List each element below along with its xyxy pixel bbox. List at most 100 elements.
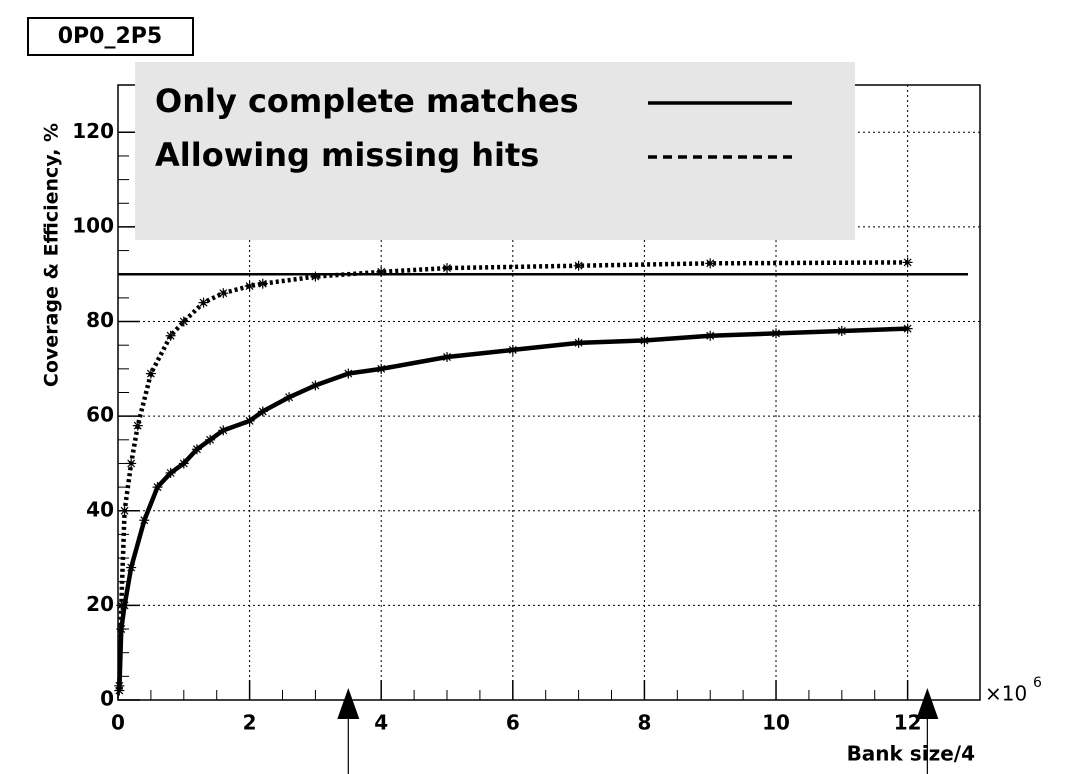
point-marker [442,352,453,363]
arrow-head [916,688,939,719]
marker-stroke [443,264,451,273]
y-tick-label: 100 [72,213,114,237]
x-tick-label: 8 [637,711,651,735]
point-marker [442,263,453,274]
marker-stroke [219,426,228,435]
chart-title: 0P0_2P5 [58,24,162,49]
marker-stroke [146,369,155,378]
point-marker [218,425,229,436]
marker-stroke [133,421,142,430]
point-marker [257,278,268,289]
point-marker [116,600,127,611]
arrow-head [337,688,360,719]
marker-stroke [377,267,386,276]
point-marker [902,257,913,268]
point-marker [705,258,716,269]
marker-stroke [311,381,320,390]
x-tick-label: 6 [506,711,520,735]
point-marker [705,330,716,341]
legend-label: Allowing missing hits [155,136,539,174]
point-marker [178,458,189,469]
marker-stroke [377,364,386,373]
y-tick-label: 20 [86,592,114,616]
marker-stroke [117,601,126,610]
point-marker [145,368,156,379]
title-box [27,17,194,56]
y-tick-label: 60 [86,403,114,427]
point-marker [132,420,143,431]
x-tick-label: 2 [243,711,257,735]
point-marker [126,458,137,469]
marker-stroke [166,468,175,477]
point-marker [114,680,125,691]
marker-stroke [837,327,846,335]
point-marker [152,482,163,493]
marker-stroke [179,317,188,326]
point-marker [376,266,387,277]
y-axis-label: Coverage & Efficiency, % [41,123,63,387]
point-marker [343,368,354,379]
marker-stroke [772,329,780,338]
series-line [117,260,908,686]
marker-stroke [903,324,912,333]
point-marker [573,260,584,271]
point-marker [244,415,255,426]
point-marker [639,335,650,346]
point-marker [165,467,176,478]
y-tick-label: 0 [100,687,114,711]
point-marker [139,515,150,526]
x-tick-label: 10 [762,711,790,735]
point-marker [771,328,782,339]
point-marker [507,344,518,355]
point-marker [310,380,321,391]
marker-stroke [245,282,254,291]
point-marker [126,562,137,573]
marker-stroke [153,483,162,492]
point-marker [376,363,387,374]
marker-stroke [193,445,201,454]
marker-stroke [285,393,294,402]
marker-stroke [140,516,149,525]
y-tick-label: 40 [86,497,114,521]
marker-stroke [574,338,583,347]
marker-stroke [443,353,451,361]
marker-stroke [245,416,254,425]
marker-stroke [127,459,136,468]
x-tick-label: 4 [374,711,388,735]
x-tick-label: 12 [894,711,922,735]
marker-stroke [199,298,208,307]
point-marker [836,326,847,336]
x-axis-label: Bank size/4 [847,742,975,766]
marker-stroke [115,681,124,690]
point-marker [257,406,268,417]
x-tick-label: 0 [111,711,125,735]
point-marker [284,392,295,403]
point-marker [205,434,216,445]
marker-stroke [166,331,175,340]
marker-stroke [179,459,188,468]
marker-stroke [258,407,267,416]
point-marker [119,505,130,516]
point-marker [191,444,202,455]
marker-stroke [574,261,583,270]
point-marker [244,281,255,292]
marker-stroke [219,289,228,298]
marker-stroke [311,272,320,281]
marker-stroke [258,279,267,288]
marker-stroke [903,258,912,267]
point-marker [573,337,584,348]
x-multiplier-exponent: 6 [1033,675,1042,691]
point-marker [902,323,913,334]
marker-stroke [127,563,136,572]
marker-stroke [706,331,715,340]
legend-box [135,62,855,240]
legend-label: Only complete matches [155,82,579,120]
x-multiplier: ×10 [985,682,1027,706]
point-marker [310,271,321,282]
point-marker [178,316,189,327]
point-marker [218,288,229,299]
marker-stroke [706,259,715,268]
marker-stroke [508,345,517,354]
marker-stroke [206,435,215,444]
